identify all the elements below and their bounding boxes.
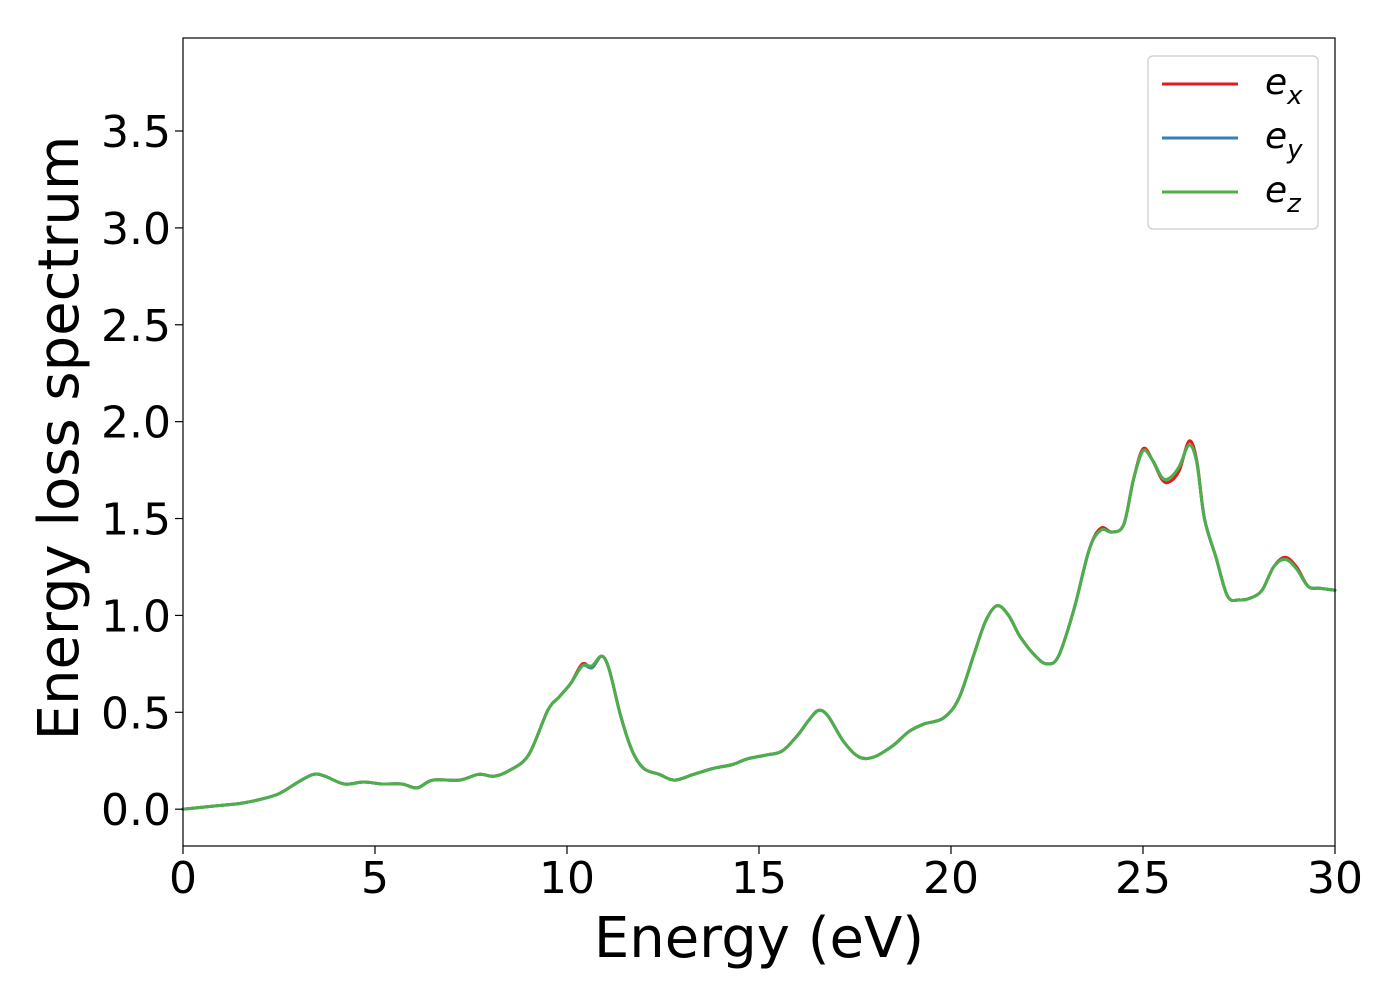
y-tick-label: 0.5: [101, 688, 171, 739]
y-axis-label: Energy loss spectrum: [27, 136, 92, 741]
legend-label-e-y: ey: [1265, 116, 1303, 165]
x-tick-label: 30: [1307, 853, 1363, 904]
x-tick-label: 15: [731, 853, 787, 904]
y-tick-label: 2.0: [101, 398, 171, 449]
y-tick-label: 1.5: [101, 495, 171, 546]
y-axis-ticks: 0.0 0.5 1.0 1.5 2.0 2.5 3.0 3.5: [101, 107, 183, 836]
x-axis-label: Energy (eV): [594, 906, 924, 971]
x-tick-label: 0: [169, 853, 197, 904]
legend-label-e-z: ez: [1265, 170, 1302, 219]
x-axis-ticks: 0 5 10 15 20 25 30: [169, 846, 1363, 904]
y-tick-label: 3.0: [101, 204, 171, 255]
y-tick-label: 1.0: [101, 591, 171, 642]
y-tick-label: 3.5: [101, 107, 171, 158]
legend-box: [1147, 55, 1319, 230]
legend: ex ey ez: [1147, 55, 1319, 230]
x-tick-label: 25: [1115, 853, 1171, 904]
legend-label-e-x: ex: [1265, 62, 1303, 111]
x-tick-label: 10: [539, 853, 595, 904]
series-layer: [181, 439, 1337, 811]
series-line-e-z: [181, 443, 1337, 811]
x-tick-label: 5: [361, 853, 389, 904]
x-tick-label: 20: [923, 853, 979, 904]
y-tick-label: 0.0: [101, 785, 171, 836]
y-tick-label: 2.5: [101, 301, 171, 352]
